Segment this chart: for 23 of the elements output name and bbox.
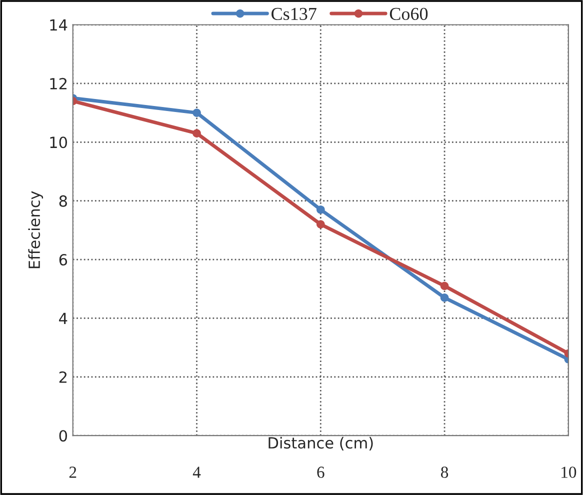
point [316, 220, 325, 228]
y-tick-label: 10 [50, 136, 67, 148]
x-tick-label: 6 [317, 466, 324, 478]
x-tick-label: 10 [562, 466, 576, 478]
x-tick-label: 8 [441, 466, 448, 478]
legend-label: Co60 [390, 8, 428, 20]
x-tick-label: 4 [192, 466, 201, 478]
y-tick-label: 4 [59, 312, 68, 324]
y-tick-label: 0 [59, 430, 67, 442]
point [440, 282, 449, 290]
point [440, 294, 449, 302]
x-axis-title: Distance (cm) [268, 436, 373, 450]
y-axis-title: Effeciency [28, 191, 44, 268]
y-tick-label: 14 [50, 19, 68, 31]
legend-label: Cs137 [272, 8, 316, 20]
y-tick-label: 2 [59, 371, 66, 383]
y-tick-label: 8 [59, 195, 67, 207]
x-tick-label: 2 [69, 466, 76, 478]
y-tick-label: 12 [50, 78, 66, 90]
point [192, 108, 201, 117]
y-tick-label: 6 [59, 254, 68, 266]
point [192, 129, 201, 138]
point [316, 205, 325, 214]
